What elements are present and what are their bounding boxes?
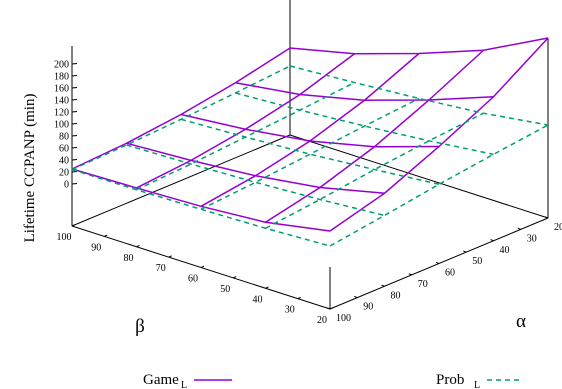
beta-tick-mark (136, 244, 140, 248)
beta-tick-label: 50 (220, 284, 230, 295)
beta-tick-mark (233, 276, 237, 279)
z-tick-mark (71, 75, 78, 77)
alpha-tick-mark (408, 273, 412, 276)
surfaces (71, 37, 549, 247)
alpha-tick-label: 50 (472, 256, 482, 267)
beta-tick-label: 70 (156, 263, 166, 274)
z-tick-mark (71, 87, 78, 89)
z-tick-label: 0 (64, 180, 69, 191)
legend-game-label: Game (143, 372, 179, 388)
legend-prob: Prob L (436, 372, 523, 389)
alpha-tick-mark (435, 261, 440, 264)
beta-tick-label: 80 (124, 253, 134, 264)
prob-mesh-line-alpha-60 (180, 118, 440, 186)
alpha-tick-label: 90 (363, 302, 373, 313)
legend-game-subscript: L (181, 380, 187, 389)
beta-axis-label: β (135, 316, 145, 337)
beta-tick-mark (265, 286, 269, 289)
z-tick-mark (71, 183, 78, 185)
legend-prob-subscript: L (474, 380, 480, 389)
beta-tick-mark (200, 265, 205, 268)
beta-tick-mark (104, 234, 108, 237)
alpha-tick-label: 80 (391, 290, 401, 301)
prob-mesh-line-alpha-100 (71, 168, 331, 247)
prob-mesh-line-beta-100 (71, 65, 291, 171)
prob-mesh-line-beta-40 (265, 112, 484, 229)
surface-game (71, 37, 549, 232)
game-mesh-line-beta-100 (71, 47, 291, 170)
alpha-tick-mark (463, 250, 467, 253)
alpha-tick-label: 30 (527, 233, 537, 244)
prob-mesh-line-beta-80 (136, 81, 355, 191)
beta-tick-label: 90 (91, 242, 101, 253)
prob-mesh-line-alpha-20 (289, 65, 549, 126)
alpha-axis-label: α (516, 311, 526, 332)
surface-prob (71, 65, 549, 247)
beta-tick-mark (329, 307, 334, 310)
prob-mesh-line-beta-20 (329, 124, 549, 247)
z-tick-label: 200 (54, 60, 69, 71)
alpha-tick-label: 20 (554, 222, 562, 233)
z-tick-label: 180 (54, 72, 69, 83)
game-mesh-line-beta-40 (265, 49, 485, 223)
floor-edge-back-left (71, 134, 291, 227)
z-tick-label: 100 (54, 120, 69, 131)
game-mesh-line-beta-80 (136, 53, 355, 189)
game-mesh-line-beta-60 (200, 52, 420, 207)
z-tick-mark (71, 123, 78, 125)
beta-tick-mark (71, 224, 76, 227)
z-tick-label: 140 (54, 96, 69, 107)
alpha-tick-mark (490, 239, 494, 242)
alpha-tick-label: 40 (500, 245, 510, 256)
z-tick-label: 40 (59, 156, 69, 167)
z-tick-mark (71, 147, 78, 149)
alpha-tick-label: 60 (445, 268, 455, 279)
z-tick-label: 120 (54, 108, 69, 119)
alpha-tick-mark (517, 227, 521, 230)
beta-tick-label: 20 (317, 315, 327, 326)
z-tick-mark (71, 135, 78, 137)
alpha-tick-mark (354, 295, 358, 299)
alpha-tick-label: 100 (336, 313, 351, 324)
beta-tick-label: 30 (285, 305, 295, 316)
beta-tick-mark (297, 296, 301, 300)
z-tick-label: 20 (59, 168, 69, 179)
z-tick-mark (71, 63, 78, 65)
z-tick-label: 80 (59, 132, 69, 143)
floor-edge-back-right (289, 134, 549, 219)
beta-axis-ticks: 100 90 80 70 60 50 40 30 20 (57, 224, 334, 326)
prob-mesh-line-beta-60 (200, 97, 420, 210)
z-axis-label: Lifetime CCPANP (min) (22, 94, 38, 243)
alpha-tick-mark (381, 284, 385, 287)
beta-tick-label: 100 (57, 232, 72, 243)
prob-mesh-line-alpha-80 (126, 144, 385, 217)
legend-prob-label: Prob (436, 372, 464, 388)
z-tick-mark (71, 99, 78, 101)
z-tick-mark (71, 111, 78, 113)
alpha-axis-ticks: 100 90 80 70 60 50 40 30 20 (326, 216, 562, 324)
z-tick-label: 160 (54, 84, 69, 95)
alpha-tick-mark (544, 216, 549, 219)
beta-tick-mark (168, 255, 172, 258)
z-tick-label: 60 (59, 144, 69, 155)
beta-tick-label: 40 (253, 294, 263, 305)
game-mesh-line-alpha-100 (71, 168, 331, 232)
legend-game: Game L (143, 372, 232, 389)
beta-tick-label: 60 (188, 274, 198, 285)
alpha-tick-mark (326, 307, 331, 310)
game-mesh-line-beta-20 (329, 37, 549, 232)
game-mesh-line-alpha-20 (289, 37, 549, 55)
z-tick-mark (71, 159, 78, 161)
alpha-tick-label: 70 (418, 279, 428, 290)
